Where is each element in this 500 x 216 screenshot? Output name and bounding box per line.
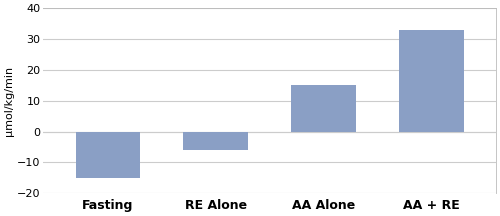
Y-axis label: μmol/kg/min: μmol/kg/min xyxy=(4,66,14,136)
Bar xyxy=(291,85,356,132)
Bar xyxy=(184,132,248,150)
Bar xyxy=(399,30,464,132)
Bar xyxy=(76,132,140,178)
